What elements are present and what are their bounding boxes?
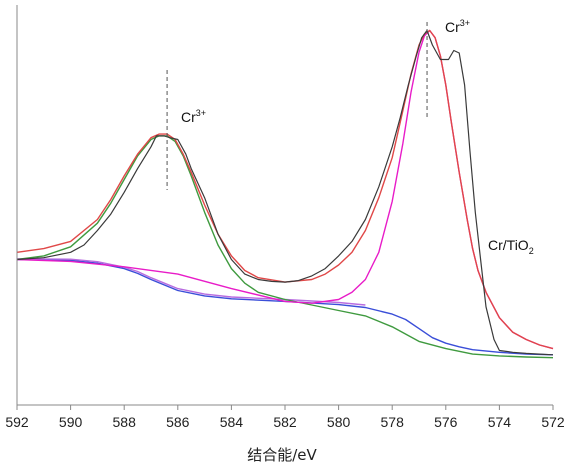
peak-label-left-sup: 3+: [196, 108, 206, 118]
x-tick-label: 582: [273, 414, 297, 430]
x-tick-label: 580: [327, 414, 351, 430]
plot-area: [16, 29, 554, 359]
series-component-left: [16, 135, 554, 359]
series-measured: [16, 29, 554, 356]
x-tick-label: 588: [113, 414, 137, 430]
peak-label-left: Cr3+: [181, 108, 206, 125]
x-tick-label: 584: [220, 414, 244, 430]
series-fit-envelope: [16, 29, 554, 350]
x-tick-label: 578: [381, 414, 405, 430]
x-tick-label: 572: [541, 414, 565, 430]
x-tick-label: 576: [434, 414, 458, 430]
x-ticks: 592 590 588 586 584 582 580 578 576 574 572: [5, 405, 565, 430]
peak-label-right-sup: 3+: [460, 18, 470, 28]
x-axis-label: 结合能/eV: [247, 446, 317, 464]
peak-label-left-base: Cr: [181, 109, 196, 125]
x-tick-label: 590: [59, 414, 83, 430]
peak-label-right: Cr3+: [445, 18, 470, 35]
sample-label-sub: 2: [529, 246, 534, 256]
sample-label: Cr/TiO2: [488, 237, 534, 256]
x-tick-label: 592: [5, 414, 29, 430]
annotations: Cr3+ Cr3+ Cr/TiO2: [166, 18, 534, 256]
axes: [16, 5, 553, 406]
x-tick-label: 586: [166, 414, 190, 430]
sample-label-base: Cr/TiO: [488, 237, 529, 253]
x-tick-label: 574: [488, 414, 512, 430]
series-component-right: [16, 29, 554, 350]
series-background: [16, 258, 554, 356]
series-background-alt: [16, 258, 366, 306]
peak-label-right-base: Cr: [445, 19, 460, 35]
